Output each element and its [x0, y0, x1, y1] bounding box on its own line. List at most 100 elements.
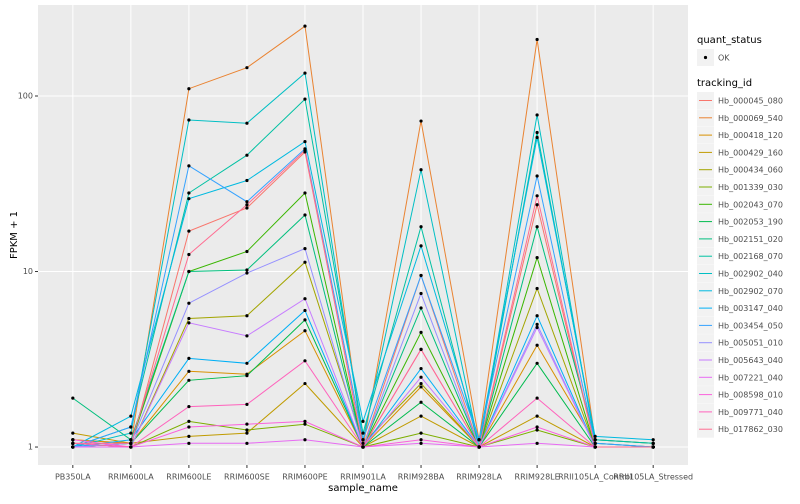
- data-point: [129, 425, 133, 429]
- data-point: [71, 445, 75, 449]
- data-point: [419, 244, 423, 248]
- x-tick-label: RRIM600LE: [166, 473, 211, 482]
- data-point: [303, 148, 307, 152]
- data-point: [129, 441, 133, 445]
- data-point: [535, 414, 539, 418]
- data-point: [245, 314, 249, 318]
- data-point: [187, 321, 191, 325]
- data-point: [303, 71, 307, 75]
- data-point: [535, 396, 539, 400]
- legend-label: Hb_000434_060: [718, 166, 783, 175]
- data-point: [187, 197, 191, 201]
- data-point: [419, 438, 423, 442]
- data-point: [535, 343, 539, 347]
- data-point: [419, 347, 423, 351]
- data-point: [187, 164, 191, 168]
- data-point: [303, 213, 307, 217]
- data-point: [303, 419, 307, 423]
- data-point: [245, 431, 249, 435]
- data-point: [245, 428, 249, 432]
- data-point: [419, 273, 423, 278]
- data-point: [303, 260, 307, 264]
- data-point: [303, 297, 307, 301]
- data-point: [535, 194, 539, 198]
- x-tick-label: RRIM928LE: [515, 473, 560, 482]
- data-point: [187, 87, 191, 91]
- data-point: [535, 113, 539, 117]
- data-point: [535, 174, 539, 178]
- data-point: [361, 431, 365, 435]
- data-point: [361, 438, 365, 442]
- legend-label: Hb_008598_010: [718, 391, 783, 400]
- data-point: [187, 404, 191, 409]
- data-point: [303, 24, 307, 28]
- legend-label: Hb_003147_040: [718, 304, 783, 313]
- data-point: [419, 375, 423, 379]
- data-point: [245, 200, 249, 204]
- data-point: [187, 118, 191, 122]
- legend-label: Hb_007221_040: [718, 373, 783, 382]
- data-point: [535, 325, 539, 330]
- data-point: [245, 271, 249, 275]
- data-point: [535, 322, 539, 326]
- data-point: [419, 385, 423, 389]
- data-point: [245, 361, 249, 365]
- data-point: [419, 431, 423, 435]
- data-point: [593, 438, 597, 442]
- data-point: [187, 229, 191, 233]
- data-point: [303, 247, 307, 251]
- data-point: [361, 441, 365, 445]
- legend-label: Hb_002902_040: [718, 270, 783, 279]
- data-point: [245, 441, 249, 445]
- x-tick-label: RRII105LA_Stressed: [613, 473, 693, 482]
- data-point: [245, 402, 249, 406]
- data-point: [419, 441, 423, 445]
- data-point: [245, 422, 249, 426]
- data-point: [245, 153, 249, 157]
- data-point: [419, 306, 423, 310]
- x-tick-label: RRIM901LA: [340, 473, 386, 482]
- legend-label: Hb_002168_070: [718, 252, 783, 261]
- legend-label: Hb_001339_030: [718, 183, 783, 192]
- legend-title: tracking_id: [697, 78, 752, 89]
- data-point: [71, 441, 75, 445]
- data-point: [129, 438, 133, 442]
- data-point: [593, 434, 597, 438]
- data-point: [187, 316, 191, 321]
- data-point: [419, 291, 423, 296]
- data-point: [303, 422, 307, 426]
- data-point: [303, 359, 307, 363]
- legend-label: Hb_003454_050: [718, 321, 783, 330]
- y-tick-label: 100: [18, 92, 33, 101]
- data-point: [477, 438, 481, 442]
- data-point: [535, 203, 539, 207]
- data-point: [593, 445, 597, 449]
- data-point: [129, 445, 133, 449]
- data-point: [187, 252, 191, 257]
- data-point: [129, 414, 133, 418]
- data-point: [187, 191, 191, 195]
- data-point: [535, 428, 539, 432]
- data-point: [71, 431, 75, 435]
- data-point: [187, 369, 191, 373]
- data-point: [535, 225, 539, 229]
- legend-label: Hb_002043_070: [718, 200, 783, 209]
- data-point: [651, 445, 655, 449]
- legend-label: Hb_000069_540: [718, 114, 783, 123]
- data-point: [535, 130, 539, 135]
- data-point: [245, 206, 249, 210]
- legend-label: Hb_000418_120: [718, 131, 783, 140]
- data-point: [187, 301, 191, 305]
- data-point: [187, 378, 191, 382]
- x-tick-label: RRIM600SE: [224, 473, 270, 482]
- data-point: [303, 139, 307, 144]
- data-point: [361, 445, 365, 449]
- data-point: [245, 268, 249, 272]
- data-point: [419, 330, 423, 334]
- data-point: [187, 419, 191, 423]
- data-point: [535, 425, 539, 429]
- legend-label: Hb_002902_070: [718, 287, 783, 296]
- data-point: [187, 441, 191, 445]
- data-point: [303, 308, 307, 313]
- data-point: [245, 334, 249, 338]
